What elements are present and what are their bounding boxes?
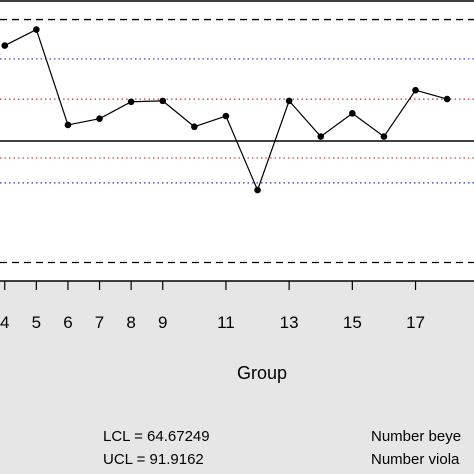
x-tick-label: 6 — [63, 313, 72, 332]
x-tick-label: 9 — [158, 313, 167, 332]
series-segment — [194, 115, 227, 128]
data-point — [33, 26, 40, 33]
series-segment — [288, 100, 322, 137]
x-tick-label: 8 — [126, 313, 135, 332]
lcl-label: LCL = 64.67249 — [103, 428, 210, 445]
series-segment — [225, 115, 259, 191]
data-point — [349, 110, 356, 117]
stats-counts: Number beye Number viola — [371, 425, 461, 471]
data-point — [96, 115, 103, 123]
x-tick-label: 15 — [343, 313, 362, 332]
x-tick-label: 4 — [0, 313, 9, 332]
series-segment — [320, 112, 353, 138]
data-point — [380, 133, 388, 140]
series-segment — [99, 101, 132, 120]
series-points — [1, 26, 451, 194]
series-segment — [4, 29, 37, 47]
series-segment — [256, 100, 290, 191]
series-line — [4, 29, 448, 191]
x-tick-label: 17 — [406, 313, 425, 332]
data-point — [1, 42, 9, 49]
series-segment — [415, 89, 448, 100]
number-beyond-label: Number beye — [371, 428, 462, 445]
x-tick-label: 11 — [217, 313, 235, 332]
data-point — [159, 97, 167, 105]
data-point — [412, 86, 419, 94]
data-point — [285, 97, 293, 105]
ucl-label: UCL = 91.9162 — [103, 451, 204, 468]
data-point — [222, 112, 230, 120]
data-point — [191, 123, 198, 131]
x-tick-label: 7 — [95, 313, 104, 332]
data-point — [254, 186, 261, 194]
x-axis: 4 5 6 7 8 9 11 13 15 17 — [0, 281, 425, 332]
data-point — [317, 133, 325, 140]
x-tick-label: 13 — [280, 313, 299, 332]
series-segment — [67, 118, 100, 126]
data-point — [127, 98, 135, 106]
number-violating-label: Number viola — [371, 451, 460, 468]
x-axis-title: Group — [237, 363, 287, 383]
stats-limits: LCL = 64.67249 UCL = 91.9162 — [103, 425, 210, 471]
x-tick-label: 5 — [32, 313, 41, 332]
data-point — [64, 121, 72, 129]
series-segment — [162, 100, 195, 128]
series-segment — [35, 29, 69, 126]
series-segment — [351, 112, 385, 138]
data-point — [443, 95, 451, 103]
series-segment — [383, 89, 417, 137]
series-segment — [131, 100, 163, 103]
